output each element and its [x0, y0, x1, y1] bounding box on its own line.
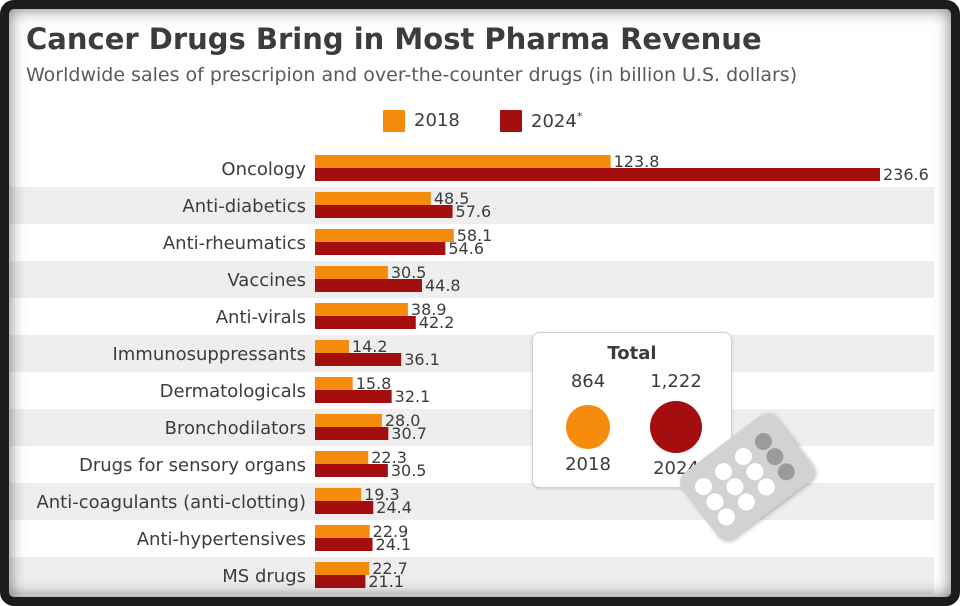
total-circle-2024 — [650, 401, 702, 453]
value-label-immunosuppressants-2024: 36.1 — [404, 350, 440, 369]
total-circle-2018 — [566, 405, 610, 449]
category-label-anti-rheumatics: Anti-rheumatics — [163, 233, 306, 254]
value-label-bronchodilators-2024: 30.7 — [391, 424, 427, 443]
bar-anti-coagulants-anti-clotting-2018 — [315, 488, 362, 501]
value-label-oncology-2018: 123.8 — [614, 152, 660, 171]
bar-vaccines-2024 — [315, 279, 422, 292]
category-label-anti-coagulants-anti-clotting: Anti-coagulants (anti-clotting) — [36, 492, 306, 513]
bar-drugs-for-sensory-organs-2024 — [315, 464, 388, 477]
bar-anti-virals-2018 — [315, 303, 408, 316]
total-year-2018: 2018 — [565, 453, 611, 475]
category-label-anti-diabetics: Anti-diabetics — [182, 196, 306, 217]
value-label-drugs-for-sensory-organs-2024: 30.5 — [391, 461, 427, 480]
value-label-anti-virals-2024: 42.2 — [419, 313, 455, 332]
bar-oncology-2018 — [315, 155, 611, 168]
category-label-oncology: Oncology — [221, 159, 306, 180]
category-label-bronchodilators: Bronchodilators — [165, 418, 306, 439]
bar-anti-diabetics-2024 — [315, 205, 453, 218]
value-label-bronchodilators-2018: 28.0 — [385, 411, 421, 430]
bar-anti-virals-2024 — [315, 316, 416, 329]
category-label-immunosuppressants: Immunosuppressants — [112, 344, 306, 365]
bar-ms-drugs-2024 — [315, 575, 366, 588]
total-value-2018: 864 — [570, 371, 606, 392]
value-label-immunosuppressants-2018: 14.2 — [352, 337, 388, 356]
category-label-dermatologicals: Dermatologicals — [160, 381, 306, 402]
value-label-anti-hypertensives-2024: 24.1 — [376, 535, 412, 554]
row-band-ms-drugs — [10, 557, 934, 594]
bar-oncology-2024 — [315, 168, 880, 181]
legend-label-2018: 2018 — [414, 110, 460, 131]
bar-vaccines-2018 — [315, 266, 388, 279]
legend-swatch-2018 — [383, 110, 405, 132]
row-band-immunosuppressants — [10, 335, 934, 372]
total-title: Total — [607, 343, 657, 364]
category-label-drugs-for-sensory-organs: Drugs for sensory organs — [79, 455, 306, 476]
bar-ms-drugs-2018 — [315, 562, 370, 575]
value-label-vaccines-2024: 44.8 — [425, 276, 461, 295]
total-value-2024: 1,222 — [650, 371, 702, 392]
value-label-anti-hypertensives-2018: 22.9 — [373, 522, 409, 541]
value-label-oncology-2024: 236.6 — [883, 165, 929, 184]
bar-immunosuppressants-2024 — [315, 353, 402, 366]
value-label-ms-drugs-2018: 22.7 — [372, 559, 408, 578]
value-label-ms-drugs-2024: 21.1 — [368, 572, 404, 591]
value-label-anti-diabetics-2024: 57.6 — [456, 202, 492, 221]
value-label-dermatologicals-2024: 32.1 — [395, 387, 431, 406]
value-label-anti-rheumatics-2024: 54.6 — [448, 239, 484, 258]
chart-subtitle: Worldwide sales of prescripion and over-… — [26, 64, 798, 86]
legend-label-2024: 2024* — [531, 110, 583, 132]
row-band-bronchodilators — [10, 409, 934, 446]
bar-anti-hypertensives-2018 — [315, 525, 370, 538]
bar-anti-hypertensives-2024 — [315, 538, 373, 551]
legend-footnote-marker: * — [576, 110, 583, 123]
bar-bronchodilators-2024 — [315, 427, 389, 440]
chart-title: Cancer Drugs Bring in Most Pharma Revenu… — [26, 22, 762, 56]
category-label-anti-hypertensives: Anti-hypertensives — [137, 529, 306, 550]
category-label-ms-drugs: MS drugs — [222, 566, 306, 587]
legend-swatch-2024 — [500, 110, 522, 132]
bar-bronchodilators-2018 — [315, 414, 382, 427]
bar-anti-rheumatics-2018 — [315, 229, 454, 242]
value-label-anti-rheumatics-2018: 58.1 — [457, 226, 493, 245]
value-label-drugs-for-sensory-organs-2018: 22.3 — [371, 448, 407, 467]
bar-anti-rheumatics-2024 — [315, 242, 446, 255]
bar-immunosuppressants-2018 — [315, 340, 349, 353]
value-label-vaccines-2018: 30.5 — [391, 263, 427, 282]
bar-anti-diabetics-2018 — [315, 192, 431, 205]
value-label-anti-coagulants-anti-clotting-2018: 19.3 — [364, 485, 400, 504]
bar-dermatologicals-2018 — [315, 377, 353, 390]
bar-dermatologicals-2024 — [315, 390, 392, 403]
value-label-dermatologicals-2018: 15.8 — [356, 374, 392, 393]
bar-anti-coagulants-anti-clotting-2024 — [315, 501, 374, 514]
total-2018: 864 2018 — [543, 371, 633, 475]
total-2024: 1,222 2024 — [631, 371, 721, 479]
category-label-vaccines: Vaccines — [227, 270, 306, 291]
bar-drugs-for-sensory-organs-2018 — [315, 451, 369, 464]
value-label-anti-diabetics-2018: 48.5 — [434, 189, 470, 208]
value-label-anti-virals-2018: 38.9 — [411, 300, 447, 319]
row-band-anti-diabetics — [10, 187, 934, 224]
category-label-anti-virals: Anti-virals — [216, 307, 306, 328]
row-band-vaccines — [10, 261, 934, 298]
value-label-anti-coagulants-anti-clotting-2024: 24.4 — [376, 498, 412, 517]
